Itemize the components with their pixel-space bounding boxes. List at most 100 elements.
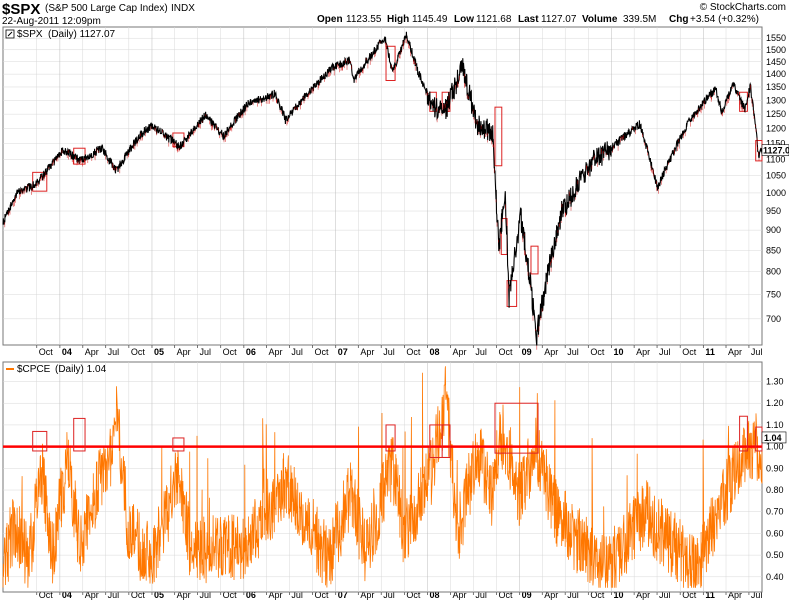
index-name: (S&P 500 Large Cap Index) (45, 3, 168, 14)
date-tick-label: 10 (614, 590, 624, 600)
ratio-legend-detail: (Daily) 1.04 (55, 364, 107, 375)
price-panel (2, 26, 763, 346)
date-tick-label: Jul (659, 590, 671, 600)
volume-label: Volume (582, 14, 618, 25)
date-tick-label: Apr (636, 590, 650, 600)
date-tick-label: 09 (522, 590, 532, 600)
date-tick-label: Oct (682, 347, 697, 357)
price-legend-symbol: $SPX (17, 29, 43, 40)
date-tick-label: Oct (131, 590, 146, 600)
date-tick-label: Jul (567, 347, 579, 357)
price-highlight-box (506, 280, 518, 307)
date-tick-label: Jul (751, 590, 763, 600)
date-tick-label: 09 (522, 347, 532, 357)
brand-credit: © StockCharts.com (700, 2, 786, 13)
ratio-y-tick-label: 1.00 (766, 442, 784, 452)
date-tick-label: Apr (452, 347, 466, 357)
date-tick-label: Apr (177, 347, 191, 357)
date-tick-label: Jul (200, 590, 212, 600)
price-highlight-box (494, 106, 503, 167)
ratio-last-tag: 1.04 (761, 431, 787, 444)
price-y-tick-label: 1000 (766, 188, 786, 198)
date-tick-label: Oct (499, 347, 514, 357)
ratio-highlight-boxes (32, 402, 763, 458)
price-y-tick-label: 950 (766, 206, 781, 216)
low-label: Low (454, 14, 474, 25)
ratio-highlight-box (32, 430, 48, 452)
date-tick-label: Apr (85, 347, 99, 357)
date-tick-label: Apr (544, 590, 558, 600)
ratio-y-tick-label: 0.90 (766, 463, 784, 473)
open-value: 1123.55 (346, 14, 382, 25)
cpce-ratio-line (2, 366, 763, 589)
price-y-tick-label: 1200 (766, 124, 786, 134)
date-tick-label: Jul (475, 347, 487, 357)
symbol-title: $SPX (2, 1, 40, 18)
date-tick-label: 07 (338, 590, 348, 600)
spx-price-line (2, 31, 763, 346)
date-tick-label: 06 (246, 590, 256, 600)
date-tick-label: Oct (315, 347, 330, 357)
date-tick-label: Jul (383, 590, 395, 600)
date-tick-label: 11 (705, 590, 715, 600)
date-tick-label: Jul (567, 590, 579, 600)
date-tick-label: 08 (430, 347, 440, 357)
low-value: 1121.68 (476, 14, 512, 25)
price-legend-mark (7, 31, 13, 37)
ratio-last-value: 1.04 (764, 433, 782, 443)
date-tick-label: Apr (636, 347, 650, 357)
date-tick-label: 05 (154, 590, 164, 600)
date-tick-label: Apr (452, 590, 466, 600)
date-tick-label: Oct (590, 347, 605, 357)
date-axis: Oct Oct 04 04 Apr Apr Jul Jul Oct Oct 05 05 Apr Apr Ju… (36, 345, 763, 600)
ratio-y-tick-label: 0.80 (766, 485, 784, 495)
price-y-tick-label: 1450 (766, 57, 786, 67)
price-y-tick-label: 1150 (766, 139, 785, 149)
date-tick-label: Apr (360, 590, 374, 600)
date-tick-label: 06 (246, 347, 256, 357)
ratio-highlight-box (494, 402, 539, 454)
date-tick-label: 08 (430, 590, 440, 600)
price-legend: $SPX (Daily) 1127.07 (5, 29, 116, 40)
date-tick-label: 07 (338, 347, 348, 357)
last-label: Last (518, 14, 539, 25)
ratio-y-tick-label: 0.70 (766, 507, 784, 517)
ratio-y-tick-label: 1.20 (766, 398, 784, 408)
ratio-y-tick-label: 0.60 (766, 528, 784, 538)
price-y-tick-label: 800 (766, 267, 781, 277)
exchange-label: INDX (171, 3, 195, 14)
date-tick-label: 04 (62, 347, 72, 357)
date-tick-label: Jul (383, 347, 395, 357)
ratio-legend-symbol: $CPCE (17, 364, 51, 375)
date-tick-label: Apr (177, 590, 191, 600)
date-tick-label: Apr (268, 590, 282, 600)
price-y-tick-label: 1250 (766, 109, 786, 119)
date-tick-label: Jul (200, 347, 212, 357)
date-tick-label: Oct (223, 347, 238, 357)
date-tick-label: Apr (728, 590, 742, 600)
ratio-highlight-box (441, 424, 451, 458)
date-tick-label: Jul (659, 347, 671, 357)
date-tick-label: Jul (291, 347, 303, 357)
price-y-tick-label: 1300 (766, 95, 786, 105)
date-tick-label: Jul (475, 590, 487, 600)
price-y-tick-label: 1500 (766, 45, 786, 55)
price-last-value: 1127.07 (763, 146, 789, 156)
date-tick-label: Oct (39, 590, 54, 600)
date-tick-label: Oct (682, 590, 697, 600)
high-value: 1145.49 (412, 14, 448, 25)
price-y-tick-label: 1100 (766, 154, 785, 164)
date-tick-label: 04 (62, 590, 72, 600)
open-label: Open (317, 14, 343, 25)
date-tick-label: Oct (315, 590, 330, 600)
price-y-tick-label: 750 (766, 289, 781, 299)
ratio-highlight-box (172, 437, 185, 452)
high-label: High (387, 14, 409, 25)
date-tick-label: Oct (39, 347, 54, 357)
ratio-highlight-box (385, 424, 396, 452)
date-tick-label: 10 (614, 347, 624, 357)
price-y-tick-label: 1050 (766, 171, 786, 181)
chg-label: Chg (669, 14, 688, 25)
date-tick-label: Oct (406, 590, 421, 600)
